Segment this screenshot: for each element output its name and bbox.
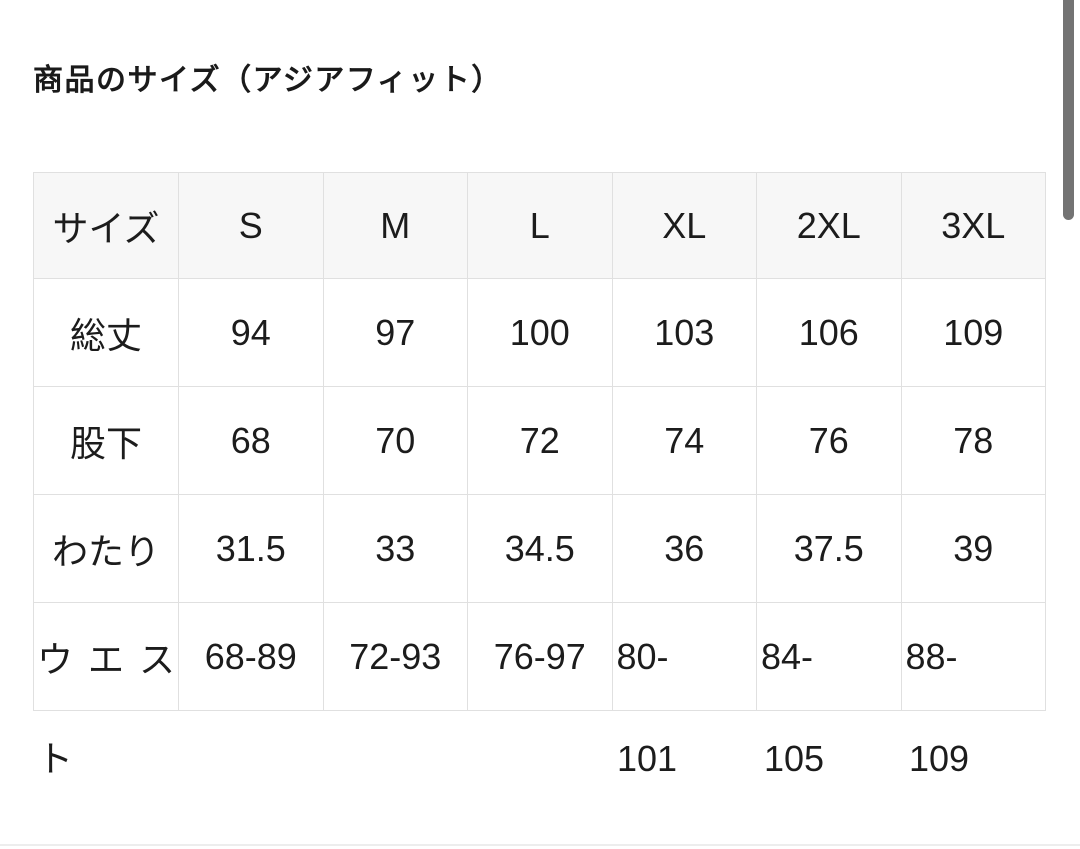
- table-cell: 94: [178, 278, 324, 387]
- table-cell: 72: [467, 386, 613, 495]
- table-cell: 84-: [756, 602, 902, 711]
- row-label: 股下: [33, 386, 179, 495]
- table-cell: 39: [900, 494, 1046, 603]
- table-cell: 68-89: [178, 602, 324, 711]
- table-cell: 100: [467, 278, 613, 387]
- header-cell-xl: XL: [611, 172, 757, 279]
- table-cell: 72-93: [322, 602, 468, 711]
- overflow-value-xl: 101: [617, 738, 678, 779]
- overflow-row-label: ト: [37, 738, 74, 779]
- table-cell: 36: [611, 494, 757, 603]
- table-cell: 106: [756, 278, 902, 387]
- table-cell: 88-: [900, 602, 1046, 711]
- waist-row-overflow-line: ト 101 105 109: [33, 738, 1046, 780]
- table-cell: 34.5: [467, 494, 613, 603]
- table-cell: 70: [322, 386, 468, 495]
- table-cell: 76-97: [467, 602, 613, 711]
- table-cell: 109: [900, 278, 1046, 387]
- table-cell: 78: [900, 386, 1046, 495]
- bottom-divider: [0, 844, 1080, 846]
- table-header-row: サイズ S M L XL 2XL 3XL: [33, 172, 1046, 279]
- header-cell-m: M: [322, 172, 468, 279]
- row-label: 総丈: [33, 278, 179, 387]
- table-cell: 68: [178, 386, 324, 495]
- header-cell-3xl: 3XL: [900, 172, 1046, 279]
- header-cell-s: S: [178, 172, 324, 279]
- header-cell-2xl: 2XL: [756, 172, 902, 279]
- overflow-value-3xl: 109: [909, 738, 970, 779]
- overflow-value-2xl: 105: [764, 738, 825, 779]
- table-cell: 97: [322, 278, 468, 387]
- vertical-scrollbar-thumb[interactable]: [1063, 0, 1074, 220]
- table-row-thigh: わたり 31.5 33 34.5 36 37.5 39: [33, 494, 1046, 603]
- size-table: サイズ S M L XL 2XL 3XL 総丈 94 97 100 103 10…: [33, 172, 1046, 711]
- header-cell-l: L: [467, 172, 613, 279]
- table-cell: 31.5: [178, 494, 324, 603]
- table-cell: 103: [611, 278, 757, 387]
- table-cell: 80-: [611, 602, 757, 711]
- table-row-total-length: 総丈 94 97 100 103 106 109: [33, 278, 1046, 387]
- row-label: ウエス: [33, 602, 179, 711]
- page-title: 商品のサイズ（アジアフィット）: [33, 64, 503, 97]
- table-cell: 76: [756, 386, 902, 495]
- table-cell: 74: [611, 386, 757, 495]
- table-cell: 37.5: [756, 494, 902, 603]
- table-cell: 33: [322, 494, 468, 603]
- table-row-inseam: 股下 68 70 72 74 76 78: [33, 386, 1046, 495]
- row-label: わたり: [33, 494, 179, 603]
- table-row-waist: ウエス 68-89 72-93 76-97 80- 84- 88-: [33, 602, 1046, 711]
- header-cell-size: サイズ: [33, 172, 179, 279]
